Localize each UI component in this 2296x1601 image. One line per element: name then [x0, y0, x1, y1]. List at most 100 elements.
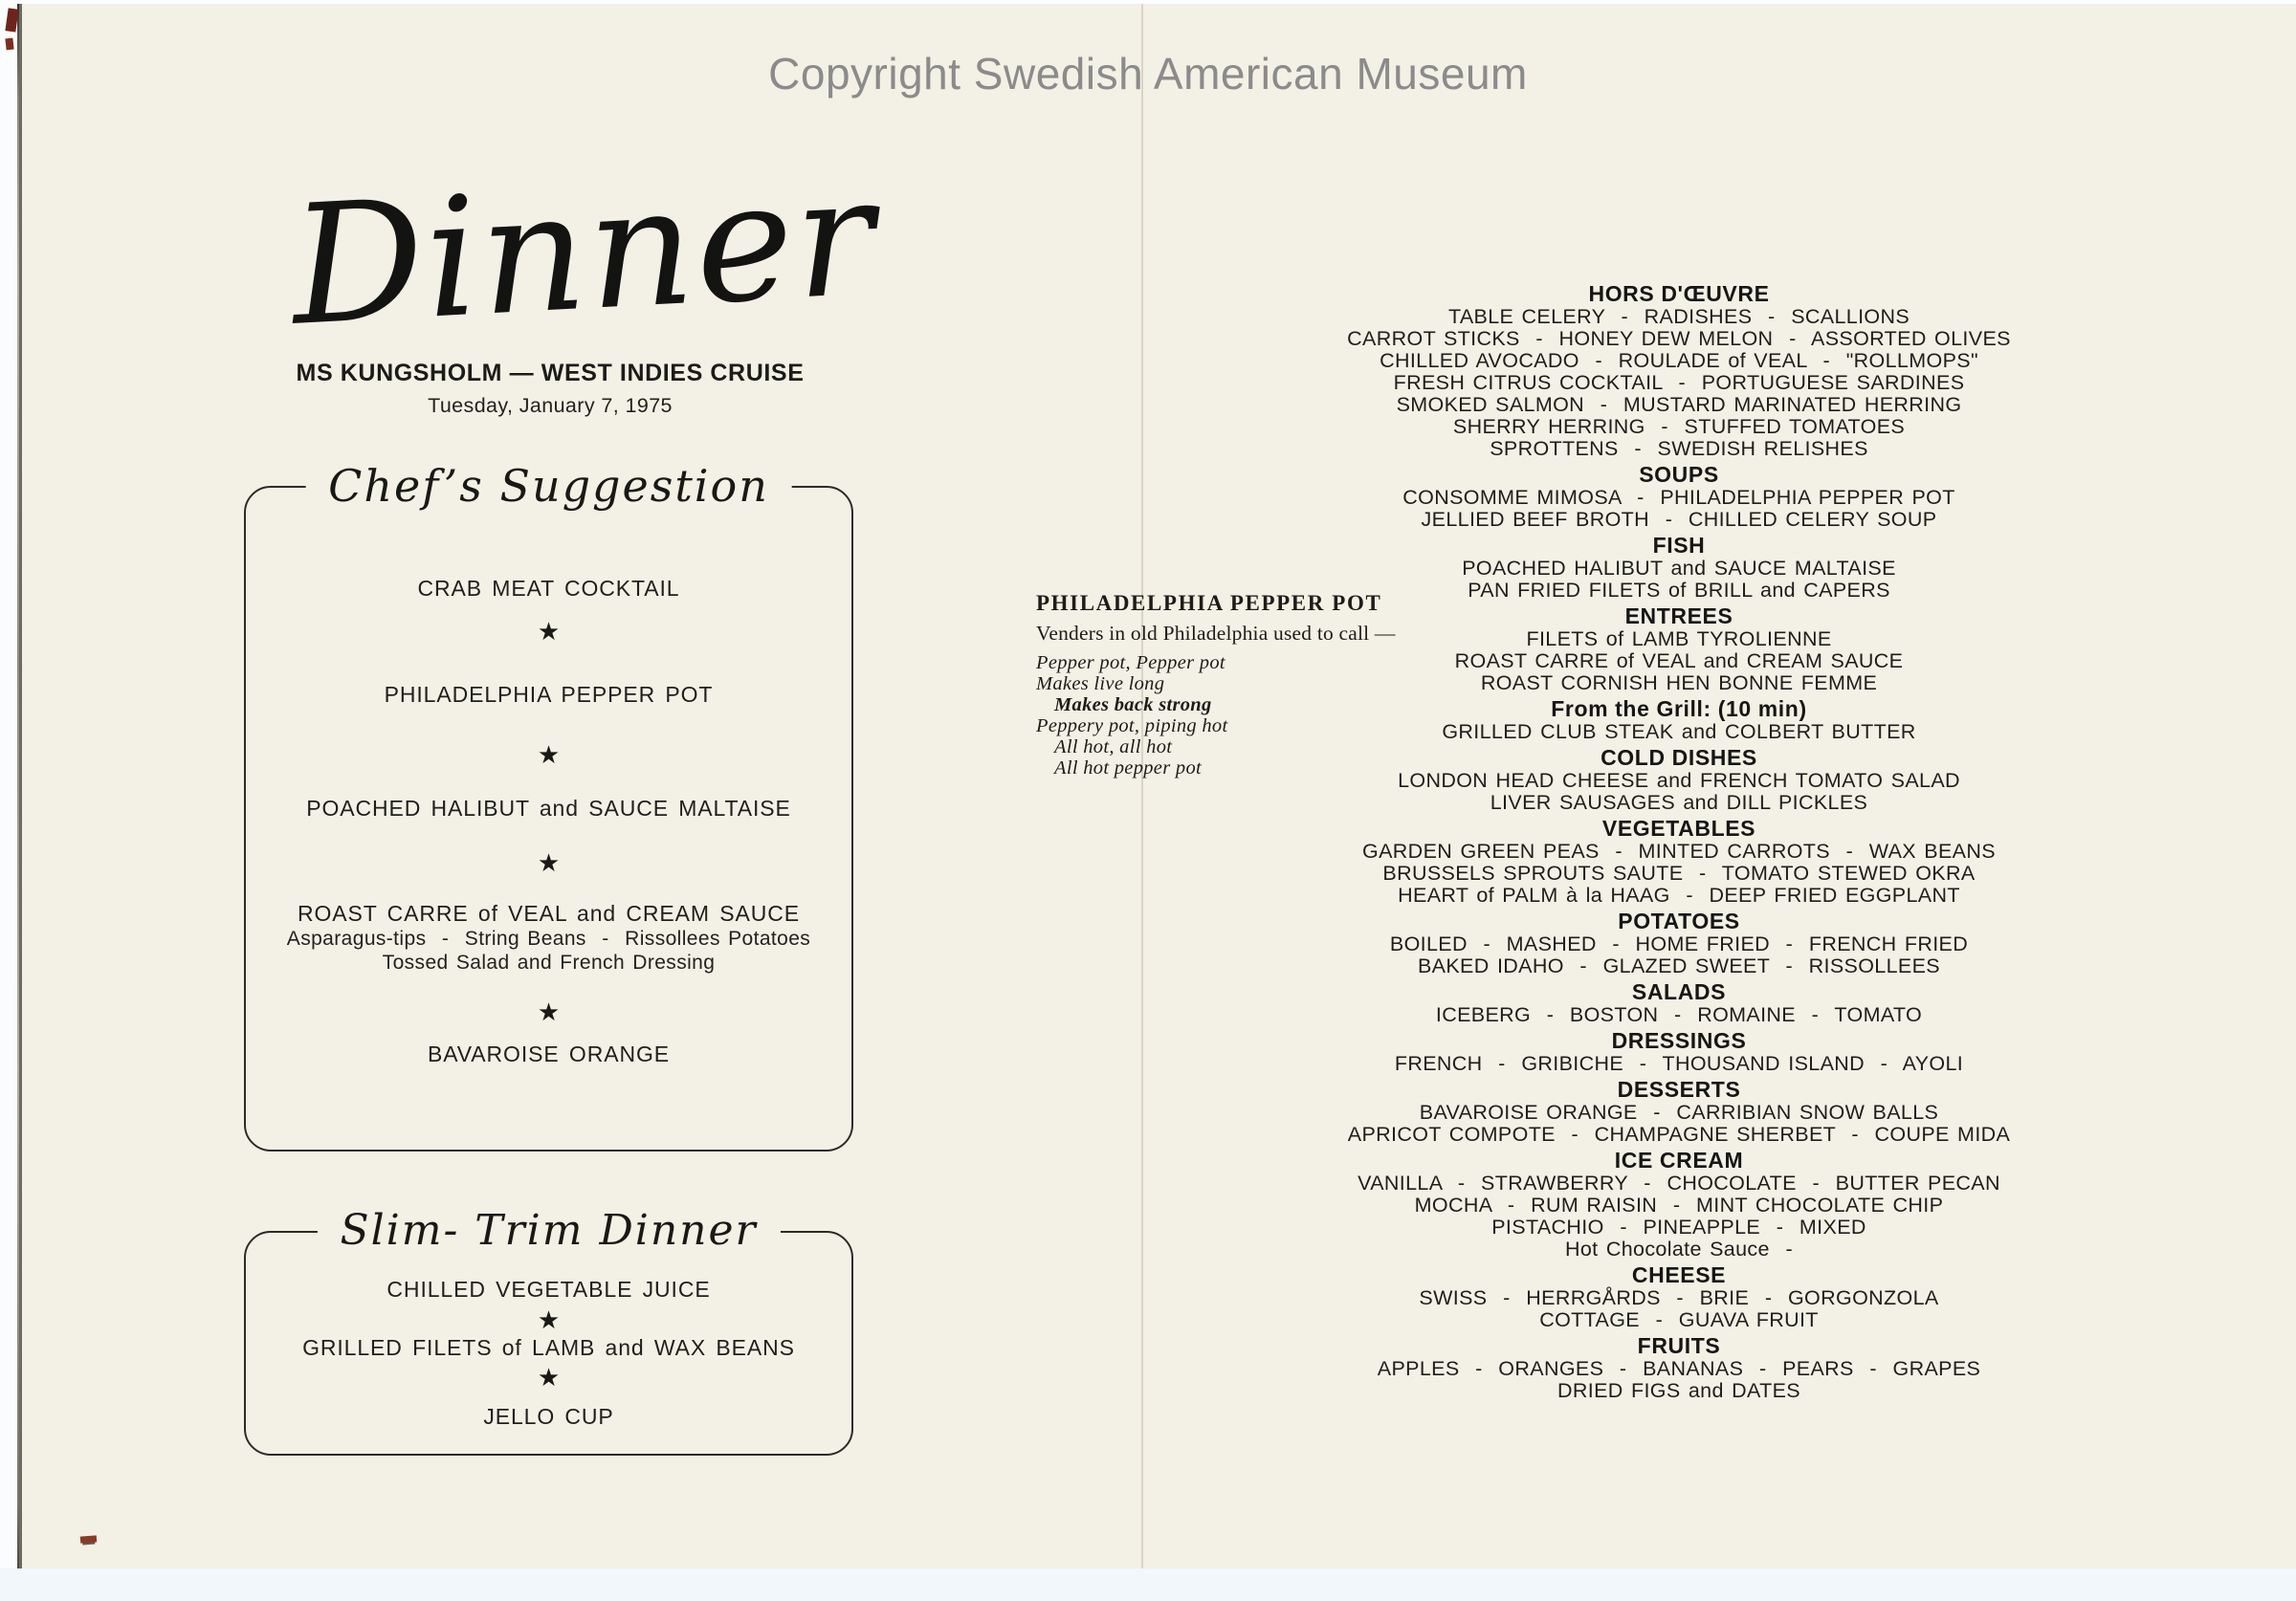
- section-heading: ICE CREAM: [1614, 1148, 1744, 1173]
- menu-line: BAKED IDAHO - GLAZED SWEET - RISSOLLEES: [1417, 954, 1940, 977]
- pepper-pot-intro: Venders in old Philadelphia used to call…: [1036, 622, 1396, 645]
- scanner-background-top: [0, 0, 2296, 4]
- course-item: GRILLED FILETS of LAMB and WAX BEANS: [302, 1335, 795, 1360]
- course-item: JELLO CUP: [483, 1404, 614, 1429]
- menu-line: TABLE CELERY - RADISHES - SCALLIONS: [1447, 305, 1910, 328]
- course-sides: Tossed Salad and French Dressing: [382, 952, 716, 974]
- menu-line: LONDON HEAD CHEESE and FRENCH TOMATO SAL…: [1398, 769, 1960, 792]
- chefs-suggestion-courses: CRAB MEAT COCKTAIL ★ PHILADELPHIA PEPPER…: [246, 488, 851, 1067]
- menu-line: SHERRY HERRING - STUFFED TOMATOES: [1452, 415, 1906, 438]
- chefs-suggestion-title: Chef’s Suggestion: [305, 457, 792, 515]
- menu-line: BOILED - MASHED - HOME FRIED - FRENCH FR…: [1389, 932, 1969, 955]
- section-heading: ENTREES: [1624, 603, 1733, 628]
- menu-line: DRIED FIGS and DATES: [1557, 1379, 1800, 1402]
- menu-line: PAN FRIED FILETS of BRILL and CAPERS: [1468, 579, 1890, 602]
- menu-section-vegetables: VEGETABLES GARDEN GREEN PEAS - MINTED CA…: [1325, 818, 2033, 907]
- verse-line: All hot, all hot: [1054, 736, 1173, 757]
- menu-section-from-the-grill: From the Grill: (10 min) GRILLED CLUB ST…: [1325, 698, 2033, 743]
- pepper-pot-verse: Pepper pot, Pepper pot Makes live long M…: [1036, 652, 1400, 779]
- verse-line: All hot pepper pot: [1054, 757, 1203, 779]
- course-item: BAVAROISE ORANGE: [428, 1042, 670, 1066]
- section-heading: VEGETABLES: [1601, 816, 1756, 841]
- menu-line: BRUSSELS SPROUTS SAUTE - TOMATO STEWED O…: [1382, 862, 1976, 885]
- star-icon: ★: [537, 740, 561, 769]
- section-heading: POTATOES: [1618, 909, 1740, 933]
- course-sides: Asparagus-tips - String Beans - Rissolle…: [286, 928, 811, 950]
- page-fold-line: [1141, 4, 1143, 1568]
- star-icon: ★: [537, 1305, 561, 1334]
- star-icon: ★: [537, 998, 561, 1026]
- slim-trim-courses: CHILLED VEGETABLE JUICE ★ GRILLED FILETS…: [246, 1233, 851, 1430]
- course-item: PHILADELPHIA PEPPER POT: [384, 682, 714, 707]
- menu-line: FRESH CITRUS COCKTAIL - PORTUGUESE SARDI…: [1393, 371, 1965, 394]
- menu-line: SWISS - HERRGÅRDS - BRIE - GORGONZOLA: [1419, 1286, 1939, 1309]
- menu-line: MOCHA - RUM RAISIN - MINT CHOCOLATE CHIP: [1414, 1194, 1944, 1217]
- section-heading: From the Grill: (10 min): [1551, 696, 1807, 721]
- menu-line: LIVER SAUSAGES and DILL PICKLES: [1490, 791, 1868, 814]
- star-icon: ★: [537, 848, 561, 877]
- menu-line: GARDEN GREEN PEAS - MINTED CARROTS - WAX…: [1362, 840, 1996, 863]
- menu-line: COTTAGE - GUAVA FRUIT: [1539, 1308, 1819, 1331]
- menu-section-cold-dishes: COLD DISHES LONDON HEAD CHEESE and FRENC…: [1325, 747, 2033, 814]
- section-heading: FRUITS: [1637, 1333, 1721, 1358]
- menu-section-hors-doeuvre: HORS D'ŒUVRE TABLE CELERY - RADISHES - S…: [1325, 283, 2033, 460]
- menu-date: Tuesday, January 7, 1975: [428, 394, 673, 417]
- menu-line: SMOKED SALMON - MUSTARD MARINATED HERRIN…: [1396, 393, 1962, 416]
- pepper-pot-heading: PHILADELPHIA PEPPER POT: [1036, 591, 1382, 615]
- section-heading: CHEESE: [1631, 1262, 1727, 1287]
- full-menu-column: HORS D'ŒUVRE TABLE CELERY - RADISHES - S…: [1325, 279, 2033, 1402]
- menu-section-fish: FISH POACHED HALIBUT and SAUCE MALTAISE …: [1325, 535, 2033, 602]
- star-icon: ★: [537, 1363, 561, 1392]
- course-item: ROAST CARRE of VEAL and CREAM SAUCE: [298, 901, 800, 926]
- star-icon: ★: [537, 617, 561, 646]
- menu-line: PISTACHIO - PINEAPPLE - MIXED: [1491, 1216, 1866, 1239]
- course-item: CRAB MEAT COCKTAIL: [417, 576, 680, 601]
- menu-line: POACHED HALIBUT and SAUCE MALTAISE: [1462, 557, 1896, 580]
- menu-line: FILETS of LAMB TYROLIENNE: [1526, 627, 1832, 650]
- scanner-background-left: [0, 0, 19, 1601]
- menu-line: ROAST CORNISH HEN BONNE FEMME: [1480, 671, 1878, 694]
- menu-line: CARROT STICKS - HONEY DEW MELON - ASSORT…: [1347, 327, 2011, 350]
- menu-line: FRENCH - GRIBICHE - THOUSAND ISLAND - AY…: [1394, 1052, 1964, 1075]
- menu-line: ROAST CARRE of VEAL and CREAM SAUCE: [1454, 649, 1904, 672]
- menu-line: VANILLA - STRAWBERRY - CHOCOLATE - BUTTE…: [1358, 1172, 2000, 1195]
- menu-section-dressings: DRESSINGS FRENCH - GRIBICHE - THOUSAND I…: [1325, 1030, 2033, 1075]
- slim-trim-dinner-box: Slim- Trim Dinner CHILLED VEGETABLE JUIC…: [244, 1202, 853, 1456]
- menu-paper: [19, 4, 2296, 1568]
- verse-line: Makes back strong: [1054, 694, 1212, 715]
- section-heading: DESSERTS: [1617, 1077, 1741, 1102]
- section-heading: COLD DISHES: [1601, 745, 1757, 770]
- section-heading: SALADS: [1631, 979, 1727, 1004]
- slim-trim-dinner-title: Slim- Trim Dinner: [317, 1202, 781, 1260]
- menu-section-cheese: CHEESE SWISS - HERRGÅRDS - BRIE - GORGON…: [1325, 1264, 2033, 1331]
- verse-line: Peppery pot, piping hot: [1036, 715, 1228, 736]
- menu-section-fruits: FRUITS APPLES - ORANGES - BANANAS - PEAR…: [1325, 1335, 2033, 1402]
- cruise-subtitle: MS KUNGSHOLM — WEST INDIES CRUISE: [296, 360, 805, 386]
- menu-line: ICEBERG - BOSTON - ROMAINE - TOMATO: [1435, 1003, 1923, 1026]
- section-heading: SOUPS: [1639, 462, 1719, 487]
- menu-line: SPROTTENS - SWEDISH RELISHES: [1490, 437, 1868, 460]
- menu-line: CHILLED AVOCADO - ROULADE of VEAL - "ROL…: [1380, 349, 1978, 372]
- section-heading: FISH: [1652, 533, 1706, 558]
- course-item: CHILLED VEGETABLE JUICE: [386, 1277, 711, 1302]
- menu-line: CONSOMME MIMOSA - PHILADELPHIA PEPPER PO…: [1402, 486, 1955, 509]
- pepper-pot-note: PHILADELPHIA PEPPER POT Venders in old P…: [1036, 591, 1400, 779]
- verse-line: Pepper pot, Pepper pot: [1036, 652, 1225, 673]
- menu-section-ice-cream: ICE CREAM VANILLA - STRAWBERRY - CHOCOLA…: [1325, 1150, 2033, 1261]
- dinner-script-title: Dinner: [286, 140, 881, 362]
- section-heading: HORS D'ŒUVRE: [1588, 281, 1770, 306]
- menu-section-salads: SALADS ICEBERG - BOSTON - ROMAINE - TOMA…: [1325, 981, 2033, 1026]
- scanner-background-bottom: [0, 1568, 2296, 1601]
- chefs-suggestion-box: Chef’s Suggestion CRAB MEAT COCKTAIL ★ P…: [244, 457, 853, 1151]
- menu-section-soups: SOUPS CONSOMME MIMOSA - PHILADELPHIA PEP…: [1325, 464, 2033, 531]
- menu-line: APPLES - ORANGES - BANANAS - PEARS - GRA…: [1377, 1357, 1981, 1380]
- menu-line: Hot Chocolate Sauce -: [1565, 1238, 1793, 1261]
- copyright-watermark: Copyright Swedish American Museum: [768, 49, 1528, 99]
- menu-section-entrees: ENTREES FILETS of LAMB TYROLIENNE ROAST …: [1325, 605, 2033, 694]
- menu-section-desserts: DESSERTS BAVAROISE ORANGE - CARRIBIAN SN…: [1325, 1079, 2033, 1146]
- menu-section-potatoes: POTATOES BOILED - MASHED - HOME FRIED - …: [1325, 910, 2033, 977]
- course-item: POACHED HALIBUT and SAUCE MALTAISE: [306, 796, 791, 821]
- menu-line: GRILLED CLUB STEAK and COLBERT BUTTER: [1442, 720, 1916, 743]
- section-heading: DRESSINGS: [1611, 1028, 1747, 1053]
